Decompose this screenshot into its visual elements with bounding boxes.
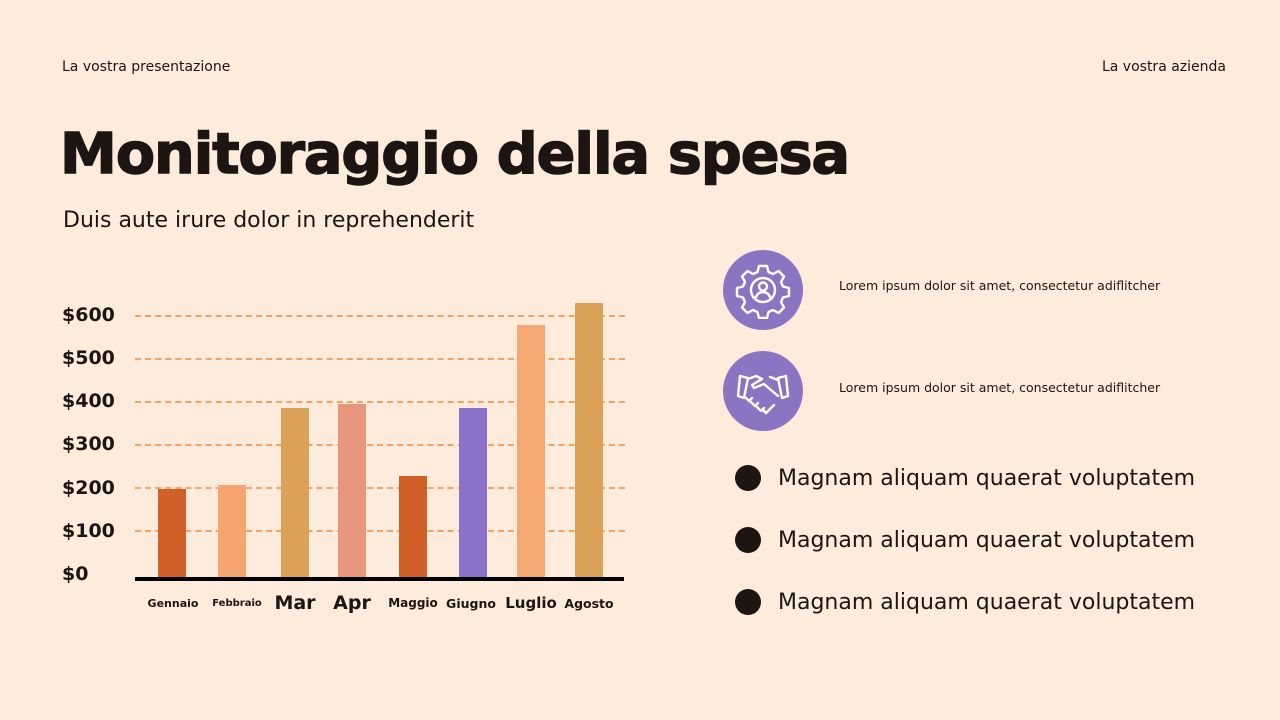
bullet-item: Magnam aliquam quaerat voluptatem: [735, 527, 1195, 553]
handshake-icon: [723, 351, 803, 431]
x-label: Gennaio: [147, 597, 199, 610]
y-tick: $0: [62, 563, 89, 585]
bar-chart: $600 $500 $400 $300 $200 $100 $0 Gennaio…: [62, 302, 625, 614]
y-tick: $500: [62, 347, 115, 369]
page-subtitle: Duis aute irure dolor in reprehenderit: [63, 208, 475, 233]
bullet-text: Magnam aliquam quaerat voluptatem: [778, 465, 1196, 491]
y-tick: $200: [62, 477, 115, 499]
bar-febbraio: [218, 484, 246, 579]
y-tick: $100: [62, 520, 115, 542]
bullet-item: Magnam aliquam quaerat voluptatem: [735, 465, 1195, 491]
gridline: [135, 444, 625, 446]
bullet-item: Magnam aliquam quaerat voluptatem: [735, 589, 1195, 615]
gear-person-icon: [723, 250, 803, 330]
bar-apr: [338, 403, 366, 579]
x-label: Mar: [274, 592, 316, 614]
header-company-label: La vostra azienda: [1101, 59, 1226, 75]
header-presentation-label: La vostra presentazione: [62, 59, 231, 75]
x-label: Apr: [333, 592, 371, 614]
bar-gennaio: [158, 489, 186, 579]
bar-luglio: [517, 324, 545, 579]
x-label: Febbraio: [212, 598, 262, 609]
bar-mar: [281, 408, 309, 579]
page-title: Monitoraggio della spesa: [59, 121, 851, 188]
x-axis-line: [135, 577, 624, 581]
x-label: Agosto: [564, 596, 614, 611]
gridline: [135, 530, 625, 532]
bullet-text: Magnam aliquam quaerat voluptatem: [778, 589, 1196, 615]
x-label: Giugno: [446, 596, 496, 611]
feature-text: Lorem ipsum dolor sit amet, consectetur …: [839, 380, 1161, 395]
gridline: [135, 315, 625, 317]
gridline: [135, 487, 625, 489]
gridline: [135, 358, 625, 360]
x-label: Maggio: [388, 596, 438, 610]
bullet-dot-icon: [735, 589, 761, 615]
gridline: [135, 401, 625, 403]
bar-giugno: [459, 408, 487, 579]
feature-text: Lorem ipsum dolor sit amet, consectetur …: [839, 278, 1161, 293]
y-tick: $600: [62, 304, 115, 326]
y-tick: $300: [62, 433, 115, 455]
bar-agosto: [575, 302, 603, 579]
bullet-text: Magnam aliquam quaerat voluptatem: [778, 527, 1196, 553]
y-tick: $400: [62, 390, 115, 412]
bar-maggio: [399, 476, 427, 579]
bullet-dot-icon: [735, 527, 761, 553]
bullet-dot-icon: [735, 465, 761, 491]
x-label: Luglio: [505, 594, 557, 612]
